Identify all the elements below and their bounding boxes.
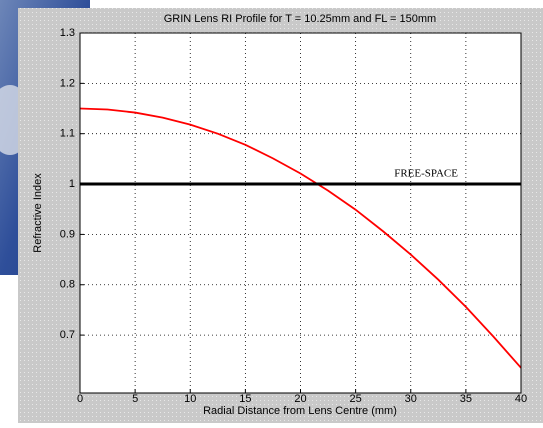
y-axis-label: Refractive Index	[32, 173, 44, 253]
x-tick-label: 0	[77, 393, 83, 405]
x-tick-label: 25	[350, 393, 362, 405]
x-tick-label: 5	[132, 393, 138, 405]
x-tick-label: 30	[405, 393, 417, 405]
x-tick-label: 20	[294, 393, 306, 405]
y-tick-label: 1	[69, 178, 75, 190]
x-tick-label: 40	[515, 393, 527, 405]
y-tick-label: 0.7	[60, 329, 75, 341]
series-line	[79, 107, 522, 369]
plot-frame	[79, 32, 522, 394]
y-tick-label: 1.1	[60, 128, 75, 140]
annotation: FREE-SPACE	[394, 168, 458, 180]
x-tick-label: 10	[184, 393, 196, 405]
y-tick-label: 1.3	[60, 27, 75, 39]
x-tick-label: 15	[239, 393, 251, 405]
x-axis-label: Radial Distance from Lens Centre (mm)	[203, 405, 397, 417]
y-tick-label: 1.2	[60, 77, 75, 89]
y-tick-label: 0.8	[60, 279, 75, 291]
chart-title: GRIN Lens RI Profile for T = 10.25mm and…	[164, 13, 436, 25]
y-tick-label: 0.9	[60, 228, 75, 240]
x-tick-label: 35	[460, 393, 472, 405]
